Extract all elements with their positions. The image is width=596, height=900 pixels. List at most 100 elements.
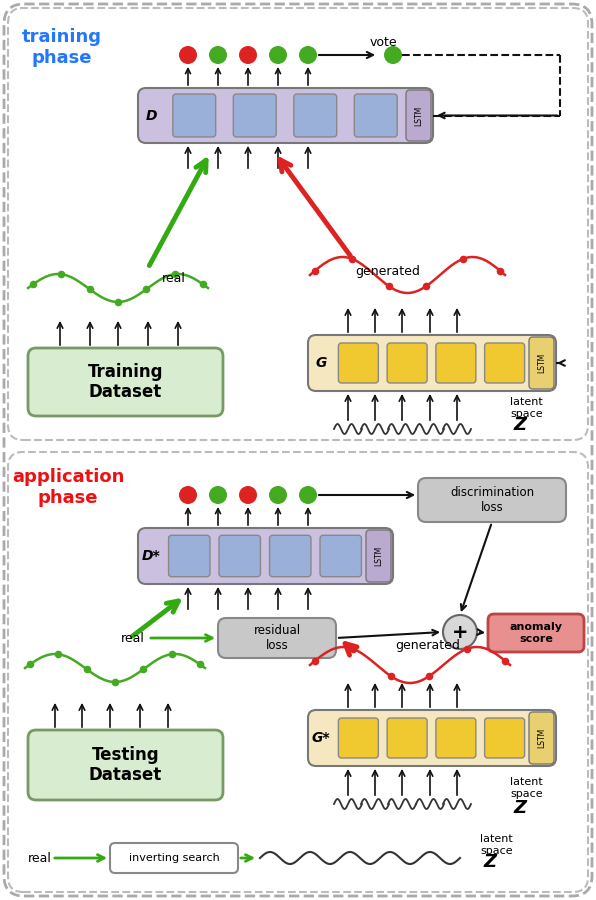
Point: [462, 642, 472, 656]
Circle shape: [209, 46, 227, 64]
Point: [348, 642, 358, 656]
Point: [421, 279, 431, 293]
FancyBboxPatch shape: [406, 90, 431, 141]
FancyBboxPatch shape: [485, 718, 524, 758]
FancyBboxPatch shape: [529, 337, 554, 389]
Point: [386, 669, 396, 683]
Point: [57, 267, 66, 282]
Point: [170, 267, 179, 282]
Text: Z: Z: [514, 416, 526, 434]
Text: Z: Z: [514, 799, 526, 817]
FancyBboxPatch shape: [488, 614, 584, 652]
Point: [28, 277, 38, 292]
Text: LSTM: LSTM: [537, 353, 546, 374]
FancyBboxPatch shape: [28, 730, 223, 800]
Circle shape: [179, 486, 197, 504]
Circle shape: [443, 615, 477, 649]
FancyBboxPatch shape: [269, 536, 311, 577]
Point: [110, 675, 120, 689]
FancyBboxPatch shape: [173, 94, 216, 137]
Text: latent
space: latent space: [480, 834, 513, 856]
FancyBboxPatch shape: [294, 94, 337, 137]
FancyBboxPatch shape: [529, 712, 554, 764]
Point: [85, 282, 94, 296]
Point: [424, 669, 434, 683]
Text: D: D: [145, 109, 157, 122]
Circle shape: [239, 486, 257, 504]
Circle shape: [239, 46, 257, 64]
Text: LSTM: LSTM: [374, 546, 383, 566]
Text: LSTM: LSTM: [414, 105, 423, 126]
Point: [311, 653, 320, 668]
FancyBboxPatch shape: [169, 536, 210, 577]
FancyBboxPatch shape: [233, 94, 276, 137]
Point: [458, 252, 468, 266]
Circle shape: [269, 46, 287, 64]
Point: [113, 295, 123, 310]
Point: [195, 657, 205, 671]
FancyBboxPatch shape: [308, 335, 556, 391]
FancyBboxPatch shape: [354, 94, 397, 137]
FancyBboxPatch shape: [8, 8, 588, 440]
FancyBboxPatch shape: [138, 528, 393, 584]
FancyBboxPatch shape: [436, 718, 476, 758]
FancyBboxPatch shape: [28, 348, 223, 416]
FancyBboxPatch shape: [485, 343, 524, 383]
Text: LSTM: LSTM: [537, 728, 546, 748]
Point: [500, 653, 510, 668]
FancyBboxPatch shape: [218, 618, 336, 658]
Text: application
phase: application phase: [12, 468, 124, 507]
Text: real: real: [162, 272, 186, 284]
FancyBboxPatch shape: [366, 530, 391, 582]
FancyBboxPatch shape: [339, 343, 378, 383]
Point: [54, 647, 63, 662]
Text: anomaly
score: anomaly score: [510, 622, 563, 644]
Circle shape: [299, 46, 317, 64]
Point: [198, 277, 208, 292]
Point: [167, 647, 176, 662]
Text: discrimination
loss: discrimination loss: [450, 486, 534, 514]
Text: latent
space: latent space: [510, 778, 543, 799]
FancyBboxPatch shape: [339, 718, 378, 758]
Circle shape: [299, 486, 317, 504]
FancyBboxPatch shape: [436, 343, 476, 383]
Circle shape: [269, 486, 287, 504]
Text: vote: vote: [370, 35, 398, 49]
Point: [347, 252, 357, 266]
FancyBboxPatch shape: [8, 452, 588, 892]
Text: training
phase: training phase: [22, 28, 102, 67]
Circle shape: [179, 46, 197, 64]
Text: D*: D*: [142, 549, 160, 563]
FancyBboxPatch shape: [219, 536, 260, 577]
FancyBboxPatch shape: [308, 710, 556, 766]
Text: real: real: [121, 632, 145, 644]
Text: generated: generated: [355, 266, 420, 278]
Point: [142, 282, 151, 296]
Text: G: G: [315, 356, 327, 370]
Point: [384, 279, 394, 293]
Point: [138, 662, 148, 677]
Text: Training
Dataset: Training Dataset: [88, 363, 163, 401]
Text: Testing
Dataset: Testing Dataset: [89, 745, 162, 785]
Point: [25, 657, 35, 671]
FancyBboxPatch shape: [110, 843, 238, 873]
FancyBboxPatch shape: [387, 718, 427, 758]
Text: real: real: [28, 851, 52, 865]
Text: +: +: [452, 623, 468, 642]
FancyBboxPatch shape: [4, 4, 592, 896]
Circle shape: [384, 46, 402, 64]
Circle shape: [209, 486, 227, 504]
FancyBboxPatch shape: [320, 536, 361, 577]
FancyBboxPatch shape: [418, 478, 566, 522]
FancyBboxPatch shape: [387, 343, 427, 383]
Text: inverting search: inverting search: [129, 853, 219, 863]
Point: [311, 264, 320, 278]
Text: residual
loss: residual loss: [253, 624, 300, 652]
Text: Z: Z: [483, 853, 496, 871]
Text: latent
space: latent space: [510, 397, 543, 418]
Text: generated: generated: [395, 640, 460, 652]
Point: [495, 264, 505, 278]
Point: [82, 662, 91, 677]
Text: G*: G*: [312, 731, 330, 745]
FancyBboxPatch shape: [138, 88, 433, 143]
